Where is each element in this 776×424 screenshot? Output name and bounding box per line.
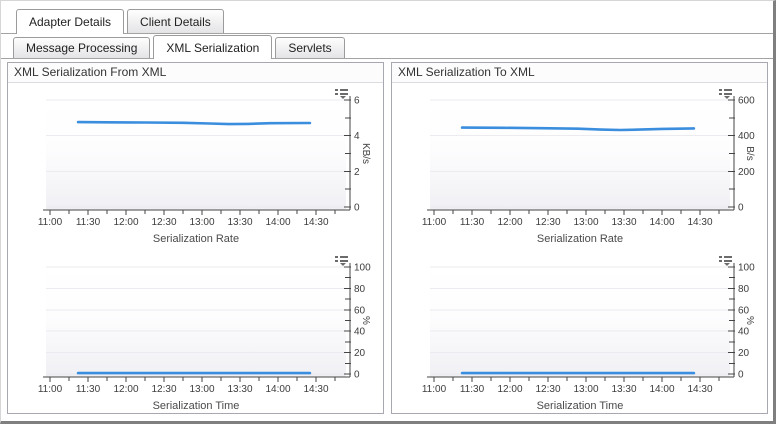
svg-text:80: 80 [354,284,366,295]
svg-text:60: 60 [738,305,750,316]
svg-text:0: 0 [738,370,744,381]
chart-serialization-rate-to-xml: 11:00 11:30 12:00 12:30 13:00 13:30 14:00 14:30… [394,86,766,246]
svg-text:11:00: 11:00 [422,384,447,395]
svg-text:14:00: 14:00 [265,384,290,395]
svg-text:13:30: 13:30 [227,217,252,228]
svg-text:2: 2 [354,167,360,178]
svg-text:600: 600 [738,96,755,107]
svg-text:12:00: 12:00 [113,217,138,228]
svg-text:60: 60 [354,305,366,316]
chart-serialization-time-to-xml: 11:00 11:30 12:00 12:30 13:00 13:30 14:00 14:30… [394,253,766,413]
svg-text:11:00: 11:00 [38,217,63,228]
svg-text:12:00: 12:00 [497,217,522,228]
svg-text:14:00: 14:00 [265,217,290,228]
chart-canvas: 11:00 11:30 12:00 12:30 13:00 13:30 14:00 14:30… [38,96,371,246]
svg-text:14:30: 14:30 [687,384,712,395]
chart-canvas: 11:00 11:30 12:00 12:30 13:00 13:30 14:00 14:30… [38,263,371,413]
y-axis-unit-label: % [360,316,371,325]
chart-options-icon[interactable] [334,255,349,267]
chart-options-icon[interactable] [718,88,733,100]
y-axis-unit-label: KB/s [360,143,371,164]
tab-message-processing[interactable]: Message Processing [13,37,151,58]
svg-text:40: 40 [354,327,366,338]
chart-title: Serialization Time [153,400,240,412]
secondary-tab-strip: Message Processing XML Serialization Ser… [1,35,773,59]
svg-text:13:00: 13:00 [189,384,214,395]
chart-title: Serialization Time [537,400,624,412]
primary-tab-strip: Adapter Details Client Details [1,8,773,34]
svg-text:12:30: 12:30 [535,384,560,395]
svg-text:6: 6 [354,96,360,107]
svg-text:0: 0 [354,203,360,214]
series-line [76,120,312,126]
svg-text:11:30: 11:30 [460,217,485,228]
svg-text:14:30: 14:30 [687,217,712,228]
y-axis-unit-label: % [744,316,755,325]
svg-text:14:30: 14:30 [303,384,328,395]
svg-text:11:00: 11:00 [38,384,63,395]
content-area: XML Serialization From XML 11:00 11:30 12:… [7,62,768,414]
panel-body: 11:00 11:30 12:00 12:30 13:00 13:30 14:00 14:30… [392,83,767,413]
chart-serialization-time-from-xml: 11:00 11:30 12:00 12:30 13:00 13:30 14:00 14:30… [10,253,382,413]
svg-text:20: 20 [354,348,366,359]
svg-text:12:30: 12:30 [151,384,176,395]
svg-text:13:30: 13:30 [227,384,252,395]
chart-serialization-rate-from-xml: 11:00 11:30 12:00 12:30 13:00 13:30 14:00 14:30… [10,86,382,246]
chart-title: Serialization Rate [153,233,239,245]
chart-options-icon[interactable] [718,255,733,267]
panel-body: 11:00 11:30 12:00 12:30 13:00 13:30 14:00 14:30… [8,83,383,413]
svg-text:12:30: 12:30 [535,217,560,228]
chart-options-icon[interactable] [334,88,349,100]
svg-text:200: 200 [738,167,755,178]
svg-text:13:00: 13:00 [573,384,598,395]
svg-text:100: 100 [354,263,371,274]
svg-text:4: 4 [354,131,360,142]
svg-text:12:00: 12:00 [113,384,138,395]
svg-text:20: 20 [738,348,750,359]
tab-xml-serialization[interactable]: XML Serialization [153,35,273,59]
svg-text:0: 0 [354,370,360,381]
svg-text:11:30: 11:30 [76,217,101,228]
svg-text:14:00: 14:00 [649,217,674,228]
svg-text:400: 400 [738,131,755,142]
svg-text:13:30: 13:30 [611,217,636,228]
chart-title: Serialization Rate [537,233,623,245]
panel-title: XML Serialization From XML [8,63,383,83]
svg-text:100: 100 [738,263,755,274]
tab-servlets[interactable]: Servlets [275,37,345,58]
svg-text:11:00: 11:00 [422,217,447,228]
svg-text:13:00: 13:00 [573,217,598,228]
svg-text:11:30: 11:30 [460,384,485,395]
panel-xml-serialization-from-xml: XML Serialization From XML 11:00 11:30 12:… [7,62,384,414]
svg-text:80: 80 [738,284,750,295]
y-axis-unit-label: B/s [744,146,755,160]
chart-canvas: 11:00 11:30 12:00 12:30 13:00 13:30 14:00 14:30… [422,263,755,413]
svg-text:40: 40 [738,327,750,338]
svg-text:13:00: 13:00 [189,217,214,228]
panel-title: XML Serialization To XML [392,63,767,83]
tab-client-details[interactable]: Client Details [127,9,224,33]
series-line [460,126,696,132]
svg-text:11:30: 11:30 [76,384,101,395]
svg-text:0: 0 [738,203,744,214]
chart-canvas: 11:00 11:30 12:00 12:30 13:00 13:30 14:00 14:30… [422,96,755,246]
svg-text:14:00: 14:00 [649,384,674,395]
panel-xml-serialization-to-xml: XML Serialization To XML 11:00 11:30 12:00… [391,62,768,414]
svg-text:13:30: 13:30 [611,384,636,395]
svg-text:14:30: 14:30 [303,217,328,228]
tab-adapter-details[interactable]: Adapter Details [16,9,125,34]
svg-text:12:30: 12:30 [151,217,176,228]
svg-text:12:00: 12:00 [497,384,522,395]
